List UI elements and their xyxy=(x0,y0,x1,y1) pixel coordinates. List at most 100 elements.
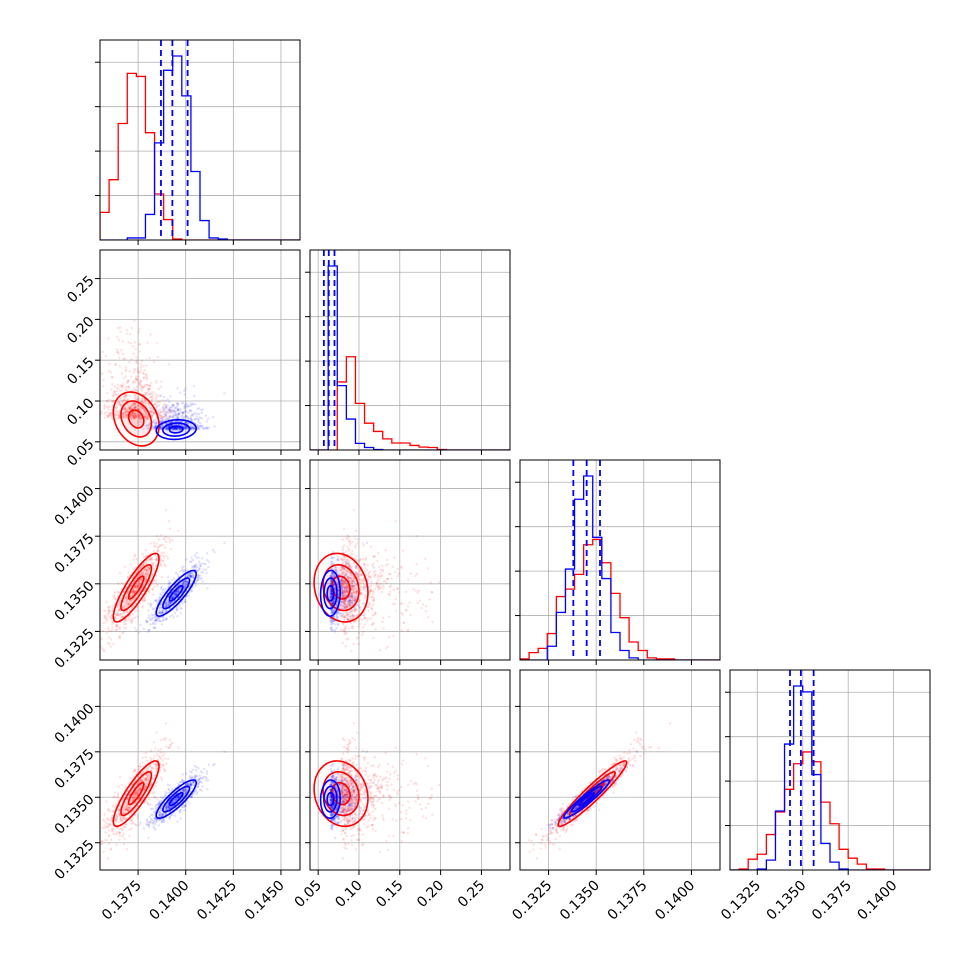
sample-point xyxy=(147,387,150,391)
sample-point xyxy=(348,543,352,547)
sample-point xyxy=(138,416,141,419)
sample-point xyxy=(159,414,163,418)
sample-point xyxy=(103,826,107,829)
sample-point xyxy=(181,570,184,573)
sample-point xyxy=(166,536,170,540)
sample-point xyxy=(179,409,182,413)
sample-point xyxy=(189,417,193,420)
sample-point xyxy=(194,584,198,587)
sample-point xyxy=(133,768,137,772)
sample-point xyxy=(130,417,133,421)
sample-point xyxy=(108,605,112,609)
sample-point xyxy=(150,616,153,620)
sample-point xyxy=(101,350,105,354)
sample-point xyxy=(114,413,117,417)
sample-point xyxy=(155,379,158,382)
sample-point xyxy=(162,538,165,541)
sample-point xyxy=(124,394,127,397)
sample-point xyxy=(183,583,187,587)
sample-point xyxy=(115,832,119,835)
sample-point xyxy=(107,629,111,632)
sample-point xyxy=(140,389,144,392)
sample-point xyxy=(189,560,192,564)
sample-point xyxy=(132,414,135,418)
sample-point xyxy=(120,349,123,352)
sample-point xyxy=(116,383,120,386)
sample-point xyxy=(144,413,148,417)
sample-point xyxy=(121,399,124,402)
sample-point xyxy=(101,629,105,633)
sample-point xyxy=(141,564,144,567)
sample-point xyxy=(341,548,344,552)
sample-point xyxy=(147,424,151,427)
sample-point xyxy=(396,574,400,578)
sample-point xyxy=(115,613,119,617)
sample-point xyxy=(125,600,129,604)
sample-point xyxy=(161,754,164,757)
sample-point xyxy=(401,602,404,605)
sample-point xyxy=(136,412,140,415)
sample-point xyxy=(148,403,151,407)
sample-point xyxy=(144,578,147,581)
sample-point xyxy=(129,599,132,602)
sample-point xyxy=(144,572,148,575)
sample-point xyxy=(154,421,157,425)
sample-point xyxy=(96,832,98,834)
sample-point xyxy=(124,375,127,378)
sample-point xyxy=(152,563,155,567)
sample-point xyxy=(369,545,373,548)
sample-point xyxy=(400,566,404,570)
sample-point xyxy=(183,410,186,413)
sample-point xyxy=(104,354,107,358)
contour-1 xyxy=(155,419,198,441)
sample-point xyxy=(173,611,177,614)
sample-point xyxy=(144,401,148,405)
sample-point xyxy=(372,555,376,559)
sample-point xyxy=(142,563,145,567)
sample-point xyxy=(118,838,121,841)
sample-point xyxy=(123,565,126,569)
sample-point xyxy=(149,557,152,560)
sample-point xyxy=(118,626,121,629)
sample-point xyxy=(176,415,179,418)
sample-point xyxy=(350,552,353,555)
sample-point xyxy=(133,380,136,384)
sample-point xyxy=(175,427,178,430)
sample-point xyxy=(415,563,418,566)
sample-point xyxy=(160,419,164,423)
sample-point xyxy=(185,583,188,587)
sample-point xyxy=(125,399,128,402)
sample-point xyxy=(97,415,99,417)
sample-point xyxy=(141,571,145,574)
sample-point xyxy=(115,406,118,409)
sample-point xyxy=(185,405,188,408)
sample-point xyxy=(126,380,130,383)
sample-point xyxy=(137,823,141,827)
sample-point xyxy=(347,547,351,551)
sample-point xyxy=(171,539,174,542)
sample-point xyxy=(145,393,148,396)
sample-point xyxy=(111,607,115,610)
sample-point xyxy=(131,617,135,620)
sample-point xyxy=(129,406,132,409)
sample-point xyxy=(139,420,142,423)
sample-point xyxy=(142,427,146,431)
sample-point xyxy=(176,608,179,612)
sample-point xyxy=(137,330,140,334)
sample-point xyxy=(192,425,195,428)
sample-point xyxy=(138,567,142,570)
sample-point xyxy=(114,393,118,396)
sample-point xyxy=(149,410,153,413)
sample-point xyxy=(139,762,142,766)
sample-point xyxy=(110,617,113,620)
sample-point xyxy=(159,385,163,388)
sample-point xyxy=(144,383,147,387)
sample-point xyxy=(121,384,124,388)
sample-point xyxy=(168,400,171,403)
sample-point xyxy=(172,427,176,431)
sample-point xyxy=(114,394,118,397)
sample-point xyxy=(157,400,161,404)
sample-point xyxy=(116,416,120,420)
sample-point xyxy=(129,776,132,780)
sample-point xyxy=(185,415,188,419)
